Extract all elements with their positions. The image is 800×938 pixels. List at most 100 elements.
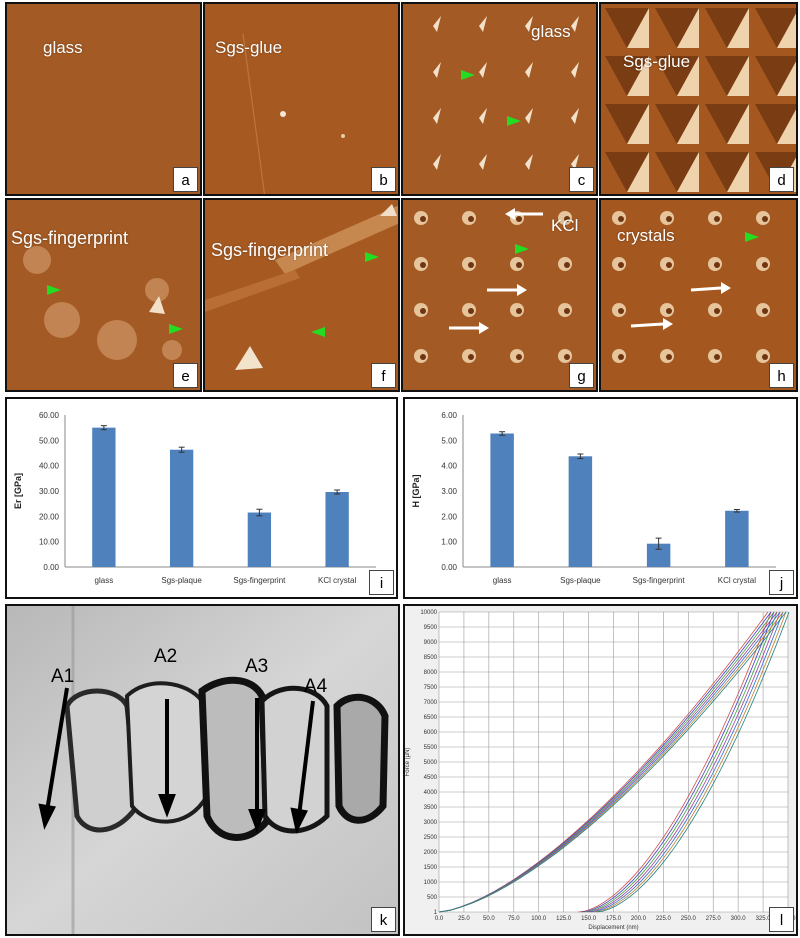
x-tick-label: 75.0 bbox=[508, 916, 520, 922]
bar bbox=[169, 449, 194, 567]
indent-mark bbox=[571, 16, 579, 32]
panel-letter-c: c bbox=[569, 167, 594, 192]
afm-texture-f bbox=[205, 200, 398, 390]
crystal-grid-g bbox=[403, 200, 596, 390]
y-tick-label: 5500 bbox=[424, 745, 438, 751]
x-tick-label: 175.0 bbox=[606, 916, 622, 922]
unloading-curve bbox=[593, 611, 787, 913]
x-tick-label: 325.0 bbox=[756, 916, 772, 922]
chart-panel-l: 0.0 25.0 50.0 75.0 100.0 125.0 150.0 175.0 200.0… bbox=[403, 604, 798, 936]
white-arrow bbox=[690, 286, 722, 292]
pyramid-face bbox=[727, 152, 749, 192]
unloading-curve bbox=[581, 611, 775, 913]
category-label: KCl crystal bbox=[718, 576, 756, 585]
crystal-shadow bbox=[714, 308, 720, 314]
indent-mark bbox=[525, 108, 533, 124]
afm-panel-e: Sgs-fingerprint e bbox=[5, 198, 202, 392]
panel-letter-d: d bbox=[769, 167, 794, 192]
indent-mark bbox=[571, 108, 579, 124]
pyramid-face bbox=[705, 56, 749, 96]
crystal-shadow bbox=[618, 308, 624, 314]
y-tick-label: 3.00 bbox=[441, 487, 457, 496]
panel-label-d: Sgs-glue bbox=[623, 52, 691, 71]
afm-panel-f: Sgs-fingerprint f bbox=[203, 198, 400, 392]
y-tick-label: 6000 bbox=[424, 730, 438, 736]
pyramid-face bbox=[655, 56, 699, 96]
afm-panel-b: Sgs-glue b bbox=[203, 2, 400, 196]
pyramid-face bbox=[727, 8, 749, 48]
y-tick-label: 50.00 bbox=[39, 436, 60, 445]
green-marker bbox=[507, 116, 521, 126]
y-axis-label: Force (µN) bbox=[405, 748, 411, 777]
crystal-shadow bbox=[762, 262, 768, 268]
x-tick-label: 250.0 bbox=[681, 916, 697, 922]
afm-texture-a bbox=[7, 4, 200, 194]
crystal-shadow bbox=[564, 354, 570, 360]
y-tick-label: 1000 bbox=[424, 880, 438, 886]
pyramid-face bbox=[705, 8, 749, 48]
crystal-shadow bbox=[666, 262, 672, 268]
crystal-shadow bbox=[762, 216, 768, 222]
y-tick-label: 30.00 bbox=[39, 487, 60, 496]
pyramid-face bbox=[605, 104, 649, 144]
chart-panel-j: 0.00 1.00 2.00 3.00 4.00 5.00 6.00 H [GPa] glass… bbox=[403, 397, 798, 599]
pyramid-face bbox=[727, 104, 749, 144]
crystal-shadow bbox=[468, 216, 474, 222]
crystal-shadow bbox=[516, 216, 522, 222]
micrograph-panel-k: A1 A2 A3 A4 k bbox=[5, 604, 400, 936]
bar bbox=[247, 512, 272, 567]
bar bbox=[725, 510, 749, 567]
pyramid-face bbox=[605, 56, 649, 96]
panel-letter-l: l bbox=[769, 907, 794, 932]
pyramid-face bbox=[605, 8, 649, 48]
pyramid-face bbox=[705, 152, 749, 192]
panel-label-h: crystals bbox=[617, 226, 675, 245]
x-tick-label: 125.0 bbox=[556, 916, 572, 922]
crystal-shadow bbox=[420, 216, 426, 222]
y-tick-label: 8500 bbox=[424, 655, 438, 661]
crystal-shadow bbox=[666, 216, 672, 222]
y-tick-label: 9000 bbox=[424, 640, 438, 646]
y-tick-label: 10.00 bbox=[39, 538, 60, 547]
pyramid-face bbox=[755, 56, 796, 96]
y-tick-label: 4500 bbox=[424, 775, 438, 781]
y-tick-label: 8000 bbox=[424, 670, 438, 676]
crystal-shadow bbox=[714, 262, 720, 268]
unloading-curve bbox=[587, 611, 781, 913]
white-arrow-head bbox=[505, 208, 515, 220]
y-tick-label: 1500 bbox=[424, 865, 438, 871]
y-axis-label: Er [GPa] bbox=[13, 473, 23, 509]
crystal-shadow bbox=[762, 308, 768, 314]
x-tick-label: 225.0 bbox=[656, 916, 672, 922]
crystal-shadow bbox=[516, 262, 522, 268]
panel-letter-a: a bbox=[173, 167, 198, 192]
pyramid-face bbox=[655, 152, 699, 192]
x-tick-label: 200.0 bbox=[631, 916, 647, 922]
y-tick-label: 7000 bbox=[424, 700, 438, 706]
y-tick-label: 0.00 bbox=[43, 563, 59, 572]
green-marker bbox=[515, 244, 529, 254]
loading-curve bbox=[438, 611, 787, 913]
indent-mark bbox=[525, 62, 533, 78]
x-axis-label: Displacement (nm) bbox=[588, 925, 638, 931]
crystal-shadow bbox=[516, 354, 522, 360]
white-arrow-head bbox=[479, 322, 489, 334]
unloading-curve bbox=[578, 611, 772, 913]
crystal-shadow bbox=[714, 216, 720, 222]
pyramid-face bbox=[677, 8, 699, 48]
crystal-shadow bbox=[420, 308, 426, 314]
force-displacement-chart: 0.0 25.0 50.0 75.0 100.0 125.0 150.0 175.0 200.0… bbox=[405, 610, 796, 931]
pyramid-face bbox=[677, 56, 699, 96]
pyramid-face bbox=[677, 104, 699, 144]
white-arrow-head bbox=[517, 284, 527, 296]
y-tick-label: 6500 bbox=[424, 715, 438, 721]
pyramid-face bbox=[677, 152, 699, 192]
indent-mark bbox=[525, 154, 533, 170]
green-marker bbox=[169, 324, 183, 334]
afm-texture-b bbox=[205, 4, 398, 194]
panel-letter-i: i bbox=[369, 570, 394, 595]
x-tick-label: 50.0 bbox=[483, 916, 495, 922]
crystal-shadow bbox=[714, 354, 720, 360]
crystal-shadow bbox=[420, 354, 426, 360]
panel-letter-j: j bbox=[769, 570, 794, 595]
